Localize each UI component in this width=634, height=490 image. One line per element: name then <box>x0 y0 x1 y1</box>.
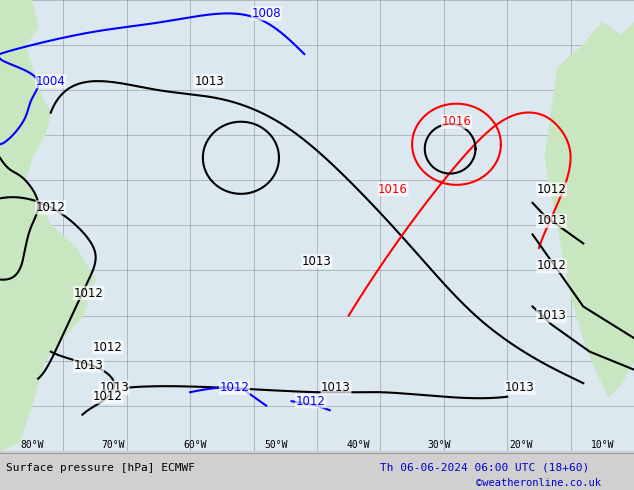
Text: 20°W: 20°W <box>509 440 533 450</box>
Text: 1013: 1013 <box>321 381 351 394</box>
Text: 1012: 1012 <box>74 287 104 299</box>
Text: 1012: 1012 <box>536 183 567 196</box>
Polygon shape <box>0 0 95 451</box>
Text: Th 06-06-2024 06:00 UTC (18+60): Th 06-06-2024 06:00 UTC (18+60) <box>380 463 590 473</box>
Text: ©weatheronline.co.uk: ©weatheronline.co.uk <box>476 478 600 488</box>
Text: 1004: 1004 <box>36 74 65 88</box>
Text: 1013: 1013 <box>302 255 332 268</box>
Text: 1012: 1012 <box>295 395 326 408</box>
Text: 10°W: 10°W <box>590 440 614 450</box>
Text: 80°W: 80°W <box>20 440 44 450</box>
Text: 1012: 1012 <box>93 341 123 354</box>
Text: 1012: 1012 <box>536 260 567 272</box>
Text: 40°W: 40°W <box>346 440 370 450</box>
Text: 1013: 1013 <box>537 309 566 322</box>
Text: 1012: 1012 <box>36 201 66 214</box>
Text: 50°W: 50°W <box>264 440 288 450</box>
Text: Surface pressure [hPa] ECMWF: Surface pressure [hPa] ECMWF <box>6 463 195 473</box>
Text: 1013: 1013 <box>195 74 224 88</box>
Text: 1012: 1012 <box>93 390 123 403</box>
Text: 1012: 1012 <box>219 381 250 394</box>
Text: 1013: 1013 <box>505 381 534 394</box>
Text: 1013: 1013 <box>100 381 129 394</box>
Polygon shape <box>545 23 634 397</box>
Text: 30°W: 30°W <box>427 440 451 450</box>
Text: 70°W: 70°W <box>101 440 125 450</box>
Text: 1016: 1016 <box>441 115 472 128</box>
Text: 1016: 1016 <box>378 183 408 196</box>
Text: 1013: 1013 <box>537 215 566 227</box>
Text: 60°W: 60°W <box>183 440 207 450</box>
Text: 1008: 1008 <box>252 7 281 20</box>
Text: 1013: 1013 <box>74 359 103 371</box>
